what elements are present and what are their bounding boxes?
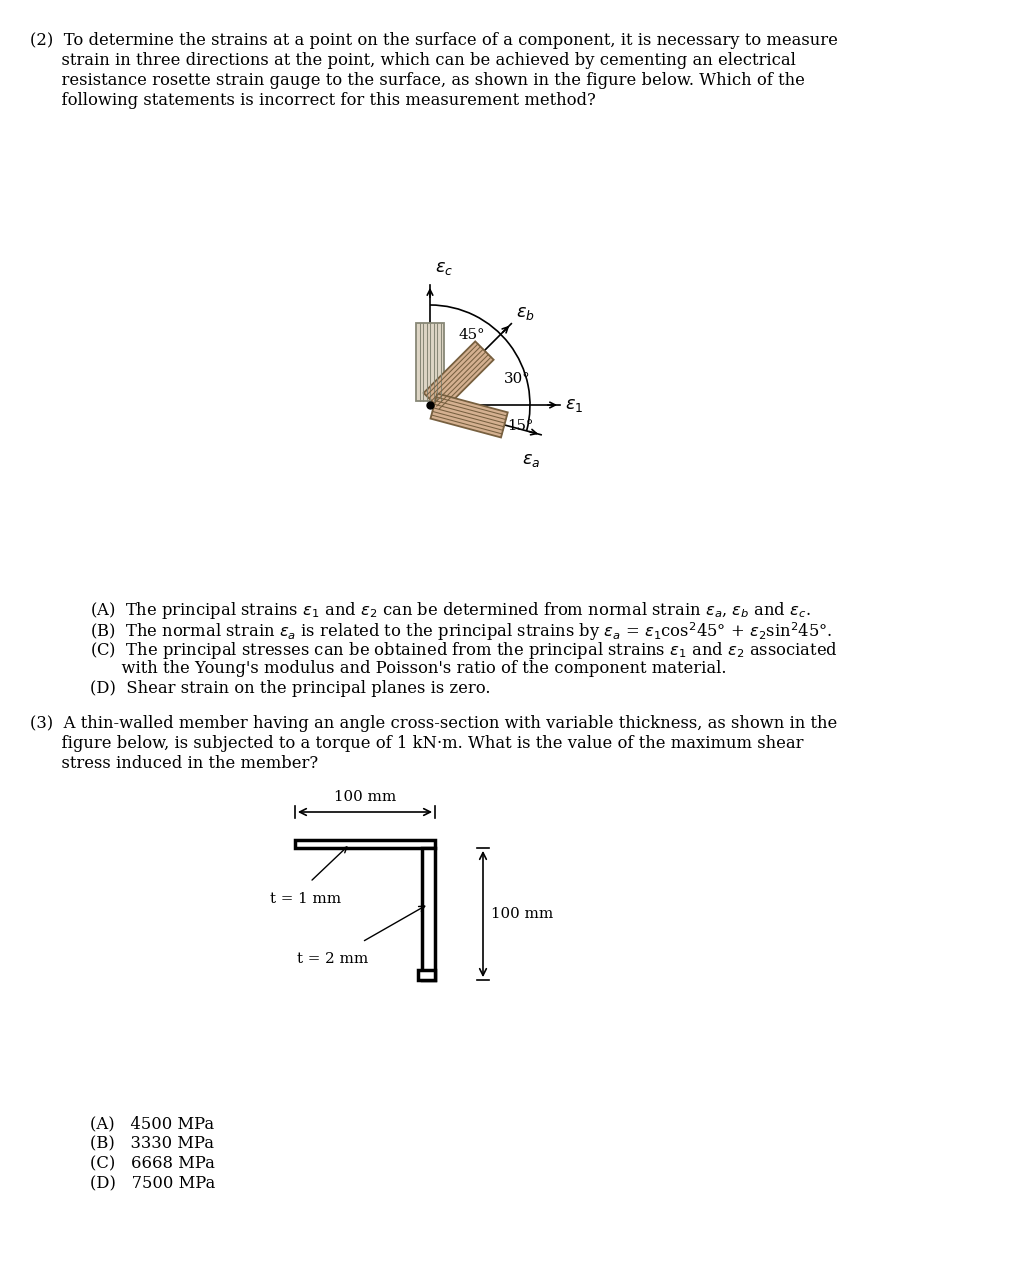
- Text: $\varepsilon_b$: $\varepsilon_b$: [517, 303, 535, 321]
- Polygon shape: [431, 393, 507, 438]
- Text: t = 1 mm: t = 1 mm: [270, 892, 341, 906]
- Text: (C)  The principal stresses can be obtained from the principal strains $\varepsi: (C) The principal stresses can be obtain…: [90, 640, 838, 660]
- Polygon shape: [418, 970, 435, 980]
- Text: 100 mm: 100 mm: [334, 790, 396, 804]
- Polygon shape: [416, 323, 444, 401]
- Text: (B)  The normal strain $\varepsilon_a$ is related to the principal strains by $\: (B) The normal strain $\varepsilon_a$ is…: [90, 620, 832, 643]
- Text: (C)   6668 MPa: (C) 6668 MPa: [90, 1155, 214, 1172]
- Text: t = 2 mm: t = 2 mm: [297, 952, 369, 966]
- Text: stress induced in the member?: stress induced in the member?: [30, 755, 319, 772]
- Text: (3)  A thin-walled member having an angle cross-section with variable thickness,: (3) A thin-walled member having an angle…: [30, 716, 837, 732]
- Polygon shape: [422, 847, 435, 980]
- Text: 100 mm: 100 mm: [491, 908, 553, 922]
- Text: $\varepsilon_1$: $\varepsilon_1$: [565, 396, 583, 413]
- Text: (D)  Shear strain on the principal planes is zero.: (D) Shear strain on the principal planes…: [90, 680, 490, 698]
- Text: $\varepsilon_a$: $\varepsilon_a$: [522, 451, 540, 468]
- Text: (A)  The principal strains $\varepsilon_1$ and $\varepsilon_2$ can be determined: (A) The principal strains $\varepsilon_1…: [90, 600, 811, 621]
- Text: 15°: 15°: [507, 419, 534, 433]
- Polygon shape: [424, 342, 493, 411]
- Text: (2)  To determine the strains at a point on the surface of a component, it is ne: (2) To determine the strains at a point …: [30, 32, 838, 49]
- Text: $\varepsilon_c$: $\varepsilon_c$: [435, 259, 453, 276]
- Text: resistance rosette strain gauge to the surface, as shown in the figure below. Wh: resistance rosette strain gauge to the s…: [30, 72, 805, 90]
- Text: (A)   4500 MPa: (A) 4500 MPa: [90, 1115, 214, 1132]
- Polygon shape: [295, 840, 435, 847]
- Text: 30°: 30°: [503, 372, 530, 387]
- Text: (D)   7500 MPa: (D) 7500 MPa: [90, 1175, 215, 1192]
- Text: figure below, is subjected to a torque of 1 kN·m. What is the value of the maxim: figure below, is subjected to a torque o…: [30, 735, 804, 751]
- Text: following statements is incorrect for this measurement method?: following statements is incorrect for th…: [30, 92, 595, 109]
- Text: 45°: 45°: [458, 328, 485, 342]
- Text: (B)   3330 MPa: (B) 3330 MPa: [90, 1135, 214, 1152]
- Text: strain in three directions at the point, which can be achieved by cementing an e: strain in three directions at the point,…: [30, 52, 796, 69]
- Text: with the Young's modulus and Poisson's ratio of the component material.: with the Young's modulus and Poisson's r…: [90, 660, 727, 677]
